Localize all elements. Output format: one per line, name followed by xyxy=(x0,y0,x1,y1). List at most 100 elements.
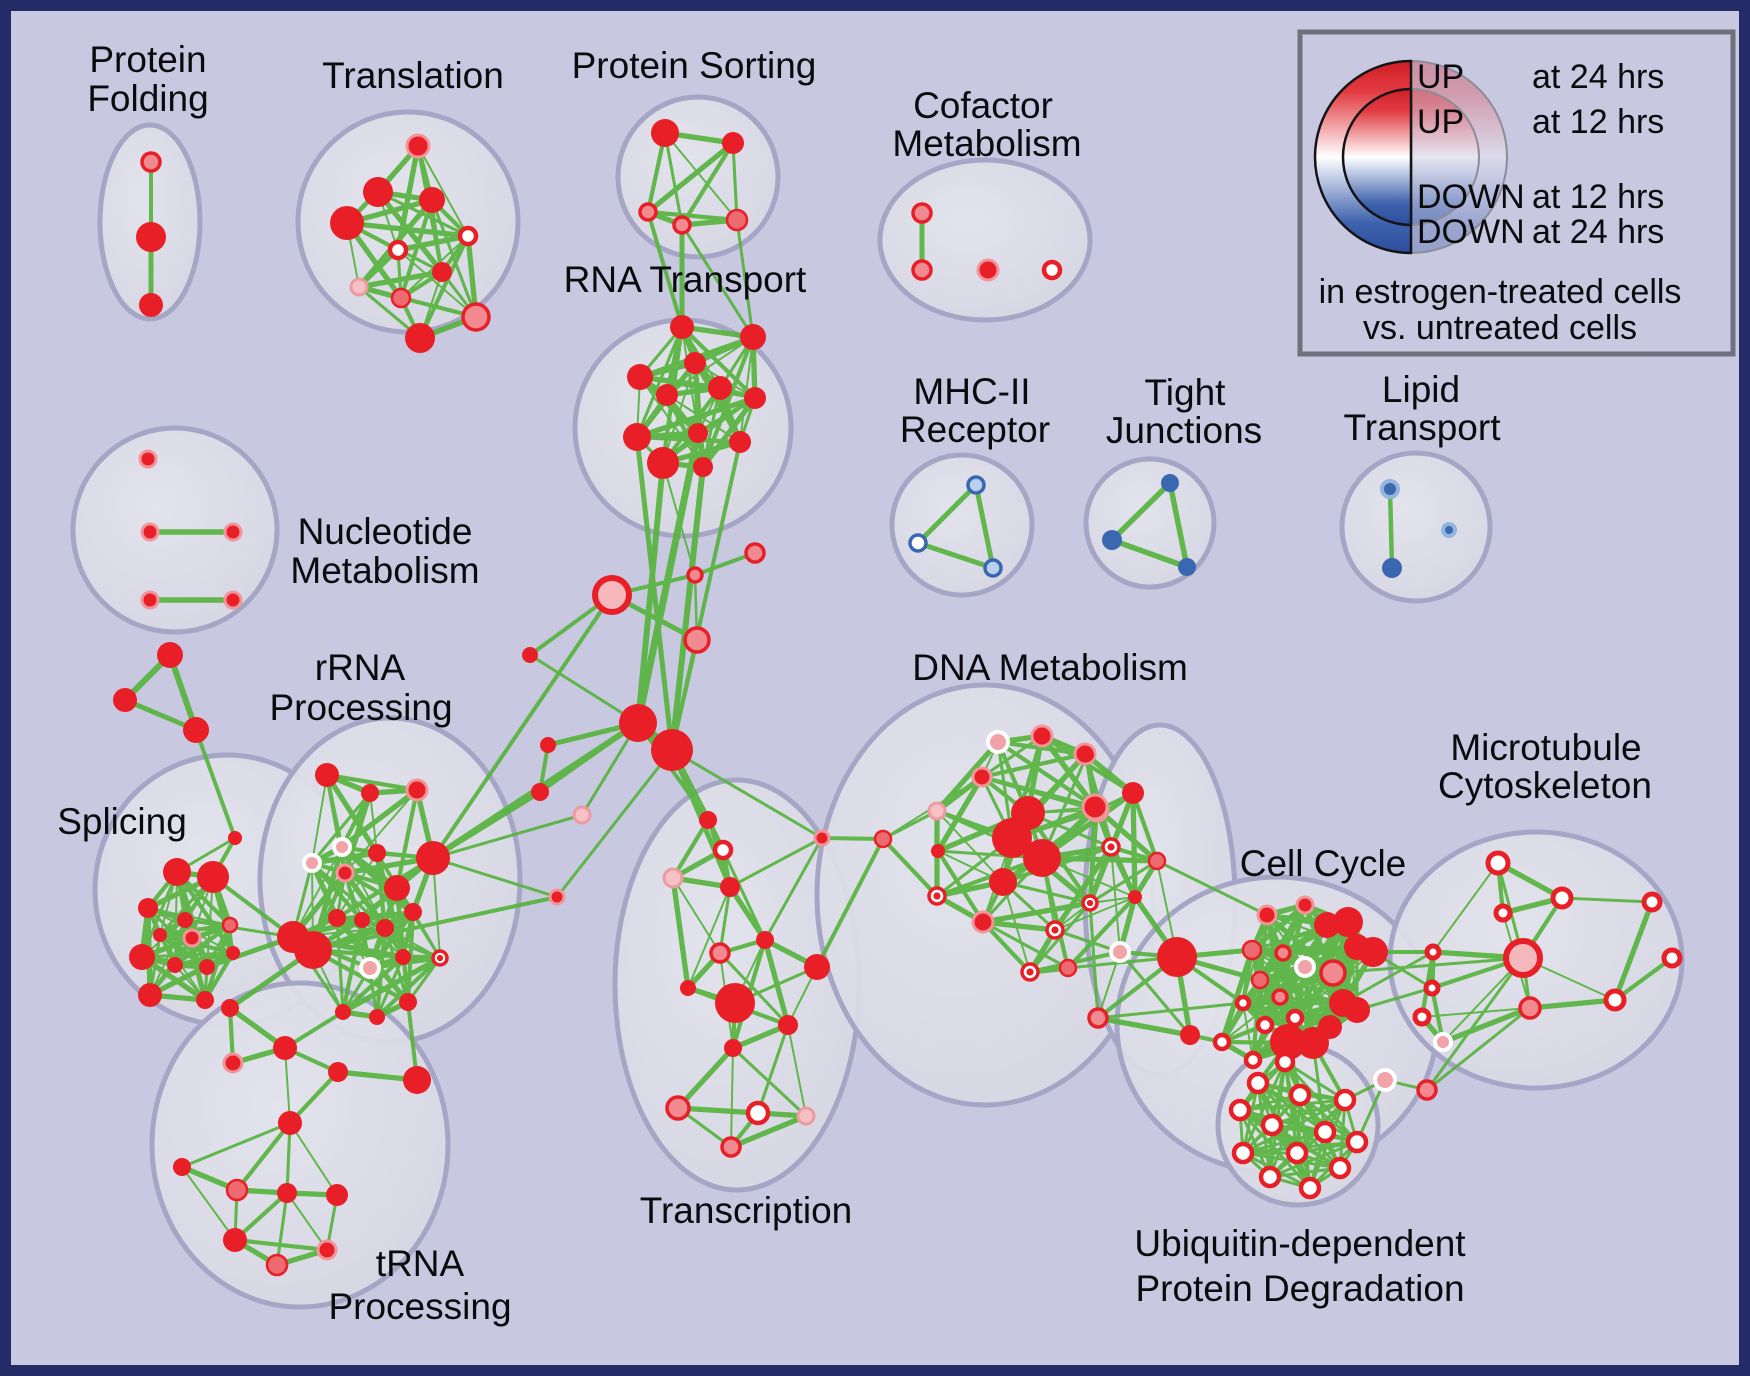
gene-node-red xyxy=(294,931,332,969)
gene-node-inner-dot xyxy=(1026,968,1034,976)
gene-node-palew xyxy=(1433,1032,1453,1052)
gene-node-red xyxy=(670,315,694,339)
edge xyxy=(431,856,559,899)
cluster-ellipse-lipid-transport xyxy=(1339,450,1493,604)
legend-time-label: at 24 hrs xyxy=(1532,58,1664,96)
gene-node-red xyxy=(399,993,417,1011)
edge xyxy=(1355,986,1434,1012)
gene-node-red xyxy=(1122,782,1144,804)
gene-node-red xyxy=(369,1009,385,1025)
gene-node-pink xyxy=(265,1253,289,1277)
gene-node-pink2 xyxy=(911,259,933,281)
gene-node-red xyxy=(368,844,386,862)
gene-node-pink2 xyxy=(686,566,704,584)
edge xyxy=(275,1191,289,1267)
edge xyxy=(374,955,443,1020)
gene-node-pale xyxy=(927,801,947,821)
edge xyxy=(670,875,691,991)
gene-node-red xyxy=(656,384,678,406)
edge xyxy=(1155,859,1269,917)
cluster-label-microtubule-cytoskeleton: Microtubule xyxy=(1450,727,1641,768)
edge xyxy=(727,884,768,943)
edge xyxy=(1039,855,1160,864)
edge xyxy=(1421,1007,1531,1018)
edge xyxy=(340,955,443,1015)
edge xyxy=(1167,480,1190,570)
edge xyxy=(180,1121,292,1169)
gene-node-red xyxy=(326,1184,348,1206)
gene-node-white xyxy=(1231,1141,1255,1165)
edge xyxy=(880,836,940,899)
gene-node-white xyxy=(1255,1015,1275,1035)
gene-node-red xyxy=(129,944,155,970)
gene-node-red xyxy=(363,177,393,207)
edge xyxy=(140,951,235,959)
edge xyxy=(730,1047,734,1148)
gene-node-red2 xyxy=(1256,904,1278,926)
edge xyxy=(663,131,684,227)
edge xyxy=(284,1047,291,1124)
edge xyxy=(1341,950,1435,1005)
cluster-label-ubiquitin-dependent-protein-degradation: Protein Degradation xyxy=(1135,1268,1464,1309)
gene-node-red xyxy=(404,903,422,921)
legend-direction-label: UP xyxy=(1417,103,1464,141)
cluster-label-lipid-transport: Lipid xyxy=(1382,369,1460,410)
gene-node-red xyxy=(1344,997,1370,1023)
cluster-label-microtubule-cytoskeleton: Cytoskeleton xyxy=(1438,765,1652,806)
gene-node-red xyxy=(419,187,445,213)
gene-node-whiteR xyxy=(1423,979,1441,997)
gene-node-pink2 xyxy=(461,302,491,332)
gene-node-pink xyxy=(221,916,239,934)
edge xyxy=(1283,1060,1312,1190)
cluster-label-rna-transport: RNA Transport xyxy=(564,259,807,300)
gene-node-red xyxy=(989,868,1017,896)
edge xyxy=(935,774,985,854)
edge xyxy=(1440,1005,1533,1045)
legend-direction-label: UP xyxy=(1417,58,1464,96)
gene-node-blueD xyxy=(1380,479,1400,499)
legend-circle-vivid-half xyxy=(1341,87,1413,227)
gene-node-pink2 xyxy=(665,1095,691,1121)
gene-node-red xyxy=(157,642,183,668)
gene-node-red xyxy=(1318,1015,1342,1039)
gene-node-red2 xyxy=(222,1052,244,1074)
gene-node-red2 xyxy=(813,829,831,847)
gene-node-pink2 xyxy=(1416,1079,1438,1101)
edge xyxy=(309,860,340,921)
gene-node-red xyxy=(403,1066,431,1094)
gene-node-blue xyxy=(1161,474,1179,492)
gene-node-red2 xyxy=(1295,895,1315,915)
gene-node-pink xyxy=(1250,970,1270,990)
gene-node-inner-dot xyxy=(933,892,941,900)
edge xyxy=(646,210,684,329)
edge xyxy=(528,653,640,725)
edge xyxy=(324,772,420,793)
edge xyxy=(1087,844,1114,906)
gene-node-pink xyxy=(725,208,749,232)
edge xyxy=(374,925,388,1020)
gene-node-inner-dot xyxy=(1051,926,1059,934)
gene-node-whiteR xyxy=(1603,988,1627,1012)
gene-node-red xyxy=(708,376,732,400)
gene-node-red xyxy=(992,818,1032,858)
edge xyxy=(395,233,471,253)
gene-node-red xyxy=(432,262,452,282)
edge xyxy=(397,249,477,318)
cluster-label-nucleotide-metabolism: Metabolism xyxy=(290,550,479,591)
edge xyxy=(915,540,996,571)
edge xyxy=(286,1192,328,1251)
gene-node-red xyxy=(1297,1027,1329,1059)
gene-node-red2 xyxy=(405,133,431,159)
gene-node-white xyxy=(1285,1141,1309,1165)
edge xyxy=(1001,880,1092,905)
gene-node-white xyxy=(1298,1176,1322,1200)
gene-node-red xyxy=(627,364,653,390)
gene-node-red xyxy=(395,949,411,965)
edge xyxy=(1425,956,1525,1092)
gene-node-inner-dot xyxy=(1086,899,1094,907)
gene-node-white xyxy=(1041,259,1063,281)
gene-node-red2 xyxy=(976,258,1000,282)
edge xyxy=(718,885,732,955)
gene-node-red2 xyxy=(138,449,158,469)
